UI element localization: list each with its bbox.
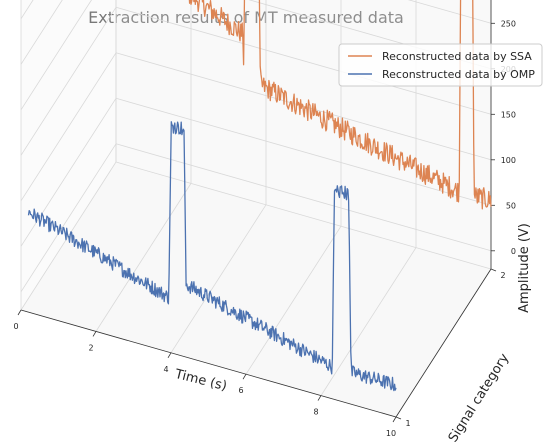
legend-label-omp: Reconstructed data by OMP <box>382 68 535 81</box>
y-tick-mark <box>395 416 402 420</box>
z-axis-label: Amplitude (V) <box>517 223 532 313</box>
grid-side-z <box>20 7 117 156</box>
x-tick-label: 10 <box>386 429 396 438</box>
z-tick-label: 150 <box>501 110 516 119</box>
x-tick-mark <box>317 395 322 401</box>
grid-side-z <box>20 0 92 111</box>
z-tick-label: 0 <box>511 247 516 256</box>
series-line-omp <box>27 121 397 392</box>
legend: Reconstructed data by SSA Reconstructed … <box>338 43 543 87</box>
grid-side-z <box>20 143 117 293</box>
grid-back-z <box>407 0 492 24</box>
grid-floor-x <box>245 225 342 375</box>
grid-side-z <box>20 52 117 202</box>
series-line-ssa <box>188 0 492 210</box>
grid-back-z <box>115 97 492 206</box>
x-tick-label: 6 <box>238 386 243 395</box>
x-tick-mark <box>92 331 97 337</box>
floor-pane <box>21 162 491 417</box>
y-tick-label: 1 <box>405 419 410 428</box>
grid-floor-x <box>95 183 192 332</box>
legend-label-ssa: Reconstructed data by SSA <box>382 50 532 63</box>
series-lines <box>27 0 492 392</box>
z-tick-label: 100 <box>501 156 516 165</box>
x-tick-mark <box>167 352 172 359</box>
grid-floor-x <box>320 247 417 396</box>
grid-back-z <box>115 6 492 115</box>
grid-back-z <box>115 143 492 252</box>
z-tick-label: 50 <box>506 201 516 210</box>
y-tick-label: 2 <box>500 271 505 280</box>
x-axis-label: Time (s) <box>172 367 228 395</box>
grid-side-z <box>20 0 63 65</box>
x-tick-mark <box>392 416 397 423</box>
axes-frame <box>20 0 492 418</box>
x-tick-mark <box>17 309 22 316</box>
y-axis-line <box>395 268 492 418</box>
side-pane <box>21 0 116 310</box>
x-tick-label: 2 <box>88 343 93 352</box>
x-tick-label: 4 <box>163 365 168 374</box>
z-tick-label: 250 <box>501 19 516 28</box>
y-tick-mark <box>490 268 497 272</box>
legend-box <box>338 43 543 87</box>
x-tick-mark <box>242 373 247 380</box>
x-axis-line <box>20 309 397 418</box>
x-tick-label: 8 <box>313 408 318 417</box>
grid-floor-y <box>115 161 492 270</box>
y-axis-label: Signal category <box>446 351 513 442</box>
x-tick-label: 0 <box>13 322 18 331</box>
grid-floor-x <box>170 204 267 354</box>
